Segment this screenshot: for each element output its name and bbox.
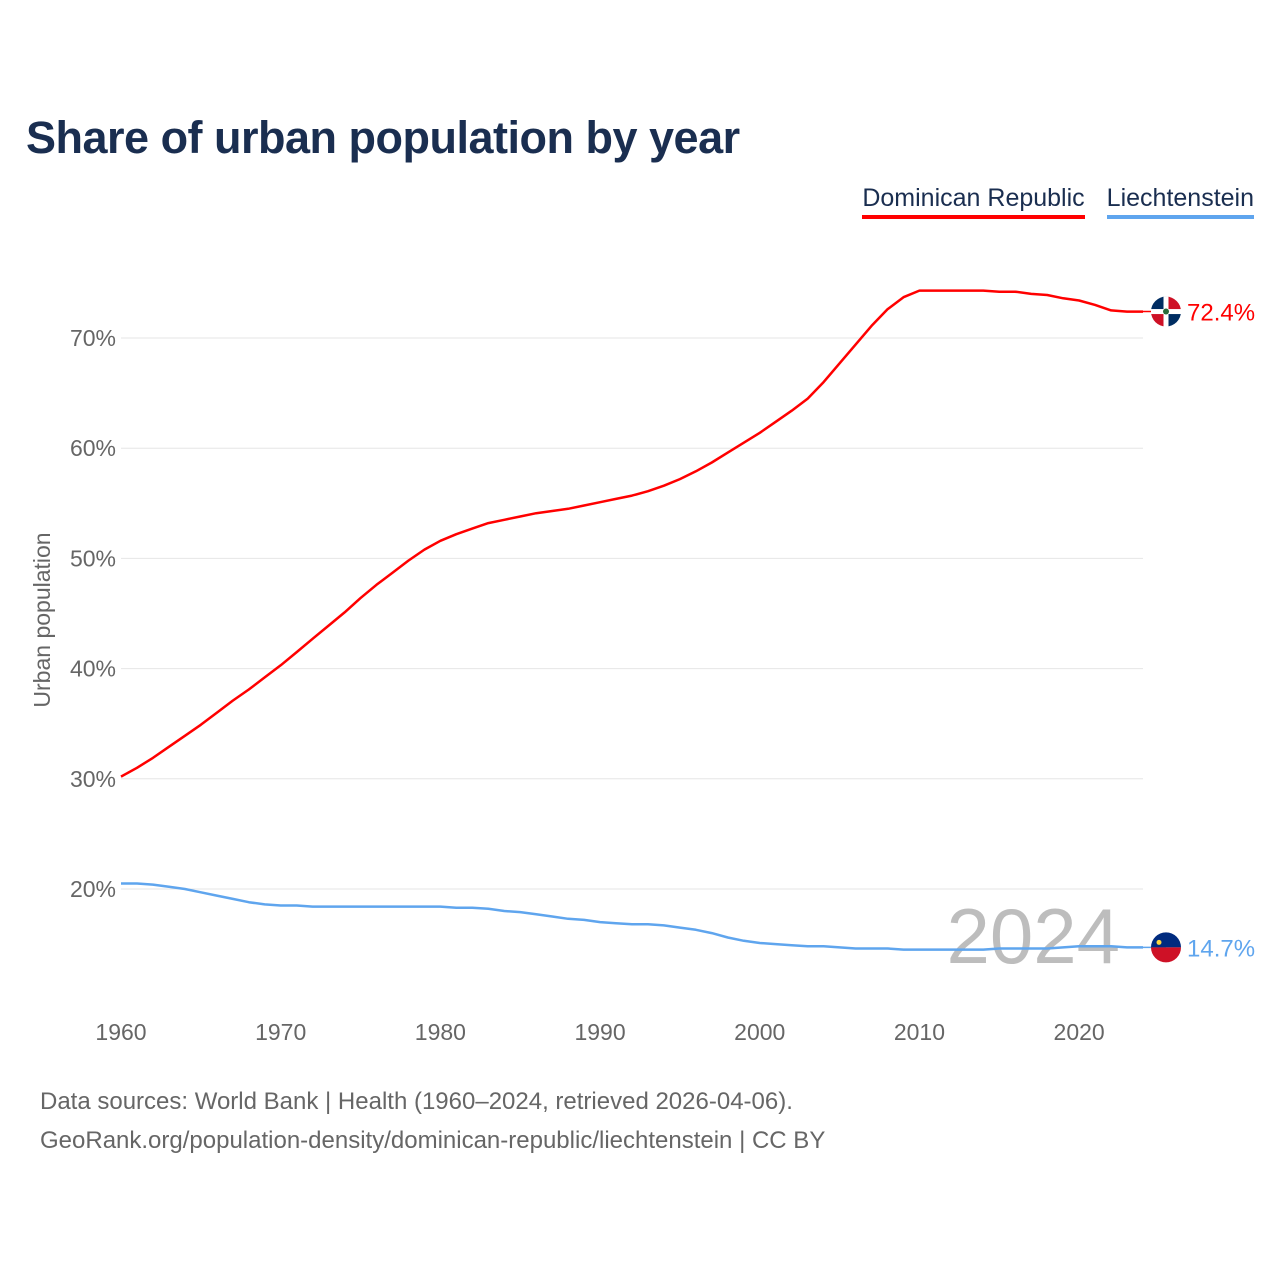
- flag-liechtenstein-icon: [1151, 932, 1181, 948]
- end-value-label: 14.7%: [1187, 935, 1255, 962]
- y-axis-label: Urban population: [29, 532, 55, 707]
- y-tick-label: 70%: [70, 325, 116, 351]
- x-tick-label: 2000: [734, 1019, 785, 1045]
- x-tick-label: 1960: [95, 1019, 146, 1045]
- series-line-liechtenstein: [121, 882, 1143, 951]
- flag-half: [1151, 947, 1181, 963]
- flag-quadrant: [1151, 311, 1166, 327]
- chart-title: Share of urban population by year: [26, 112, 740, 163]
- legend: Dominican Republic Liechtenstein: [862, 184, 1254, 219]
- flag-quadrant: [1166, 311, 1181, 327]
- y-tick-label: 50%: [70, 545, 116, 571]
- y-tick-label: 30%: [70, 766, 116, 792]
- flag-quadrant: [1166, 296, 1181, 312]
- y-tick-label: 20%: [70, 876, 116, 902]
- x-tick-label: 2020: [1054, 1019, 1105, 1045]
- data-source-note: Data sources: World Bank | Health (1960–…: [40, 1088, 793, 1115]
- x-tick-label: 1970: [255, 1019, 306, 1045]
- source-url[interactable]: GeoRank.org/population-density/dominican…: [40, 1127, 826, 1154]
- flag-crown: [1156, 939, 1162, 945]
- x-tick-label: 1990: [574, 1019, 625, 1045]
- year-watermark: 2024: [946, 892, 1120, 980]
- y-tick-label: 60%: [70, 435, 116, 461]
- y-tick-label: 40%: [70, 656, 116, 682]
- flag-quadrant: [1151, 296, 1166, 312]
- legend-item-liechtenstein[interactable]: Liechtenstein: [1106, 184, 1254, 219]
- x-tick-label: 2010: [894, 1019, 945, 1045]
- flag-emblem: [1163, 308, 1169, 315]
- legend-item-dominican-republic[interactable]: Dominican Republic: [862, 184, 1085, 219]
- series-line-dominican-republic: [120, 289, 1143, 778]
- x-tick-label: 1980: [415, 1019, 466, 1045]
- end-value-label: 72.4%: [1187, 300, 1255, 327]
